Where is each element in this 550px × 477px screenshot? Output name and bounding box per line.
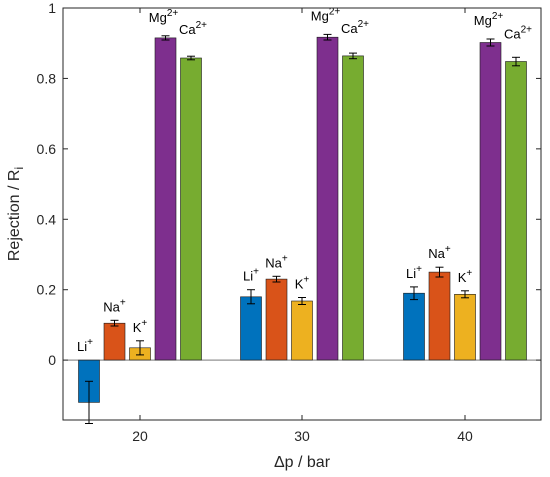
errorbar-mg-20 [161,35,170,41]
ion-label-li-40: Li+ [406,264,422,281]
ion-label-ca-20: Ca2+ [179,20,207,37]
errorbar-li-30 [247,289,255,305]
errorbar-li-20 [85,380,93,424]
ion-label-k-30: K+ [295,275,310,292]
x-tick-label: 40 [457,428,473,444]
x-axis: 20 30 40 [132,8,473,444]
errorbar-na-30 [272,275,281,283]
errorbar-k-20 [136,340,144,356]
ion-label-k-20: K+ [133,318,148,335]
y-tick-label: 0 [48,352,56,368]
errorbar-na-20 [110,319,119,327]
bar-na-30 [265,278,288,361]
bar-na-40 [428,271,451,361]
errorbar-k-30 [298,297,306,305]
y-tick-label: 0.4 [37,211,57,227]
bar-k-30 [291,300,313,361]
errorbar-ca-30 [349,52,357,60]
y-axis-title-subscript: i [12,167,26,170]
ion-label-mg-30: Mg2+ [311,6,341,23]
errorbar-k-40 [461,290,469,299]
ion-label-k-40: K+ [458,268,473,285]
y-tick-label: 1 [48,0,56,16]
bar-mg-20 [154,37,177,361]
ion-label-mg-40: Mg2+ [474,11,504,28]
bar-mg-30 [316,36,339,361]
ion-label-li-30: Li+ [243,267,259,284]
ion-label-ca-30: Ca2+ [341,19,369,36]
bar-ca-30 [342,55,364,361]
y-axis-title: Rejection / Ri [6,167,26,261]
errorbar-ca-40 [512,56,520,67]
bar-mg-40 [479,42,502,361]
errorbar-li-40 [410,286,418,301]
y-tick-label: 0.2 [37,282,57,298]
errorbar-mg-30 [323,33,332,41]
ion-label-na-20: Na+ [103,297,126,314]
errorbar-ca-20 [187,55,195,61]
bar-k-40 [454,293,476,361]
ion-label-na-30: Na+ [265,253,288,270]
bar-ca-20 [180,57,202,361]
ion-label-na-40: Na+ [428,244,451,261]
errorbar-na-40 [435,266,444,278]
bar-li-40 [403,292,425,361]
ion-label-ca-40: Ca2+ [504,25,532,42]
y-tick-label: 0.8 [37,70,57,86]
x-tick-label: 20 [132,428,148,444]
bar-ca-40 [505,61,527,361]
x-axis-title: Δp / bar [274,454,331,471]
errorbar-mg-40 [486,38,495,47]
ion-labels-layer: Li+Li+ Li+Na+Na+ Na+K+K+ K+Mg2+ Mg2+Mg2+Ca2+… [77,6,532,354]
errorbars-layer [85,33,520,424]
y-axis: 0 0.2 0.4 0.6 0.8 1 [37,0,541,368]
x-tick-label: 30 [294,428,310,444]
bar-li-30 [240,296,262,361]
bar-na-20 [103,322,126,361]
ion-label-li-20: Li+ [77,337,93,354]
bars-layer [63,36,541,403]
y-axis-title-main: Rejection / R [6,170,23,262]
y-tick-label: 0.6 [37,141,57,157]
ion-label-mg-20: Mg2+ [149,8,179,25]
